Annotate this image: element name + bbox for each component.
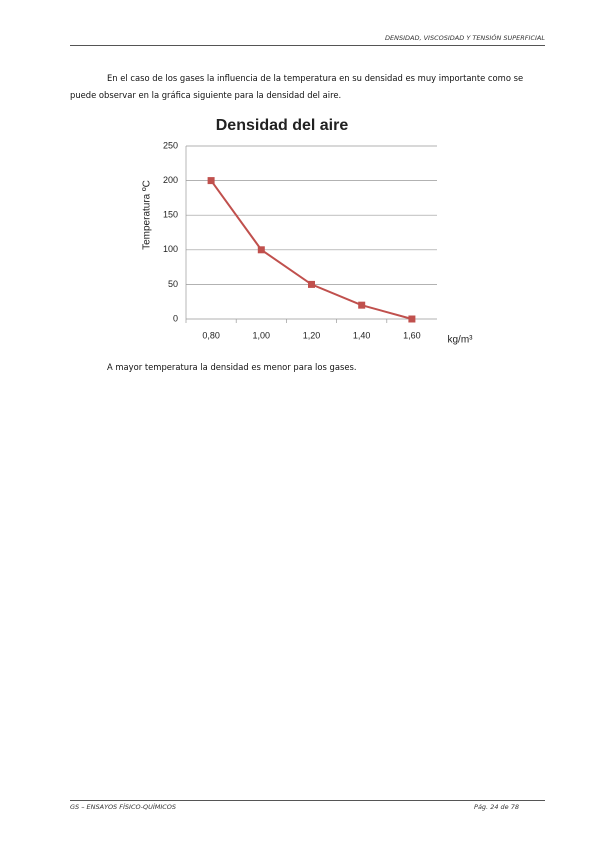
y-tick-label: 200 [163, 175, 178, 185]
y-tick-label: 100 [163, 244, 178, 254]
x-tick-label: 1,60 [403, 330, 421, 340]
x-tick-label: 1,20 [303, 330, 321, 340]
chart: Densidad del aire Temperatura ºC kg/m³ 0… [142, 117, 474, 346]
conclusion: A mayor temperatura la densidad es menor… [107, 362, 357, 372]
footer-right: Pág. 24 de 78 [474, 803, 519, 811]
marker [358, 301, 366, 309]
y-tick-label: 50 [168, 279, 178, 289]
x-tick-label: 1,40 [353, 330, 371, 340]
footer-left: GS – ENSAYOS FÍSICO-QUÍMICOS [70, 803, 177, 811]
y-axis-label: Temperatura ºC [142, 180, 153, 250]
y-tick-label: 0 [173, 313, 178, 323]
x-tick-label: 1,00 [253, 330, 271, 340]
y-tick-label: 150 [163, 210, 178, 220]
chart-title: Densidad del aire [216, 117, 349, 134]
marker [257, 246, 265, 254]
x-tick-label: 0,80 [202, 330, 220, 340]
marker [308, 280, 315, 288]
y-tick-label: 250 [163, 140, 178, 150]
paragraph: En el caso de los gases la influencia de… [70, 73, 524, 100]
marker [207, 177, 215, 185]
x-axis-label: kg/m³ [448, 335, 474, 346]
marker [408, 315, 416, 323]
header-rule [70, 45, 545, 46]
header-title: DENSIDAD, VISCOSIDAD Y TENSIÓN SUPERFICI… [385, 34, 545, 42]
footer-rule [70, 800, 545, 801]
